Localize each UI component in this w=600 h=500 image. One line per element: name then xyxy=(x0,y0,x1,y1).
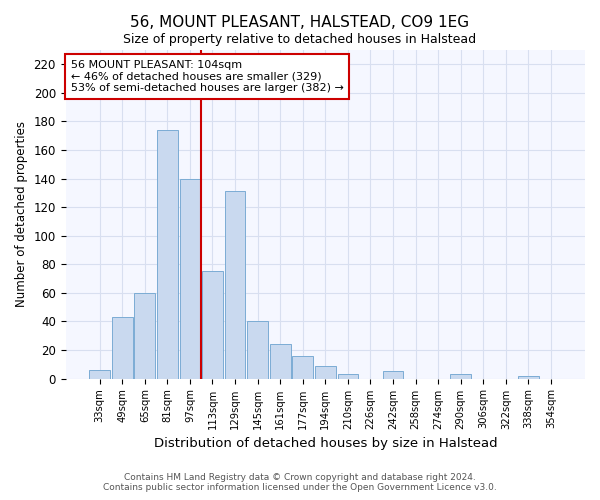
Bar xyxy=(383,372,403,378)
Bar xyxy=(224,192,245,378)
Text: 56, MOUNT PLEASANT, HALSTEAD, CO9 1EG: 56, MOUNT PLEASANT, HALSTEAD, CO9 1EG xyxy=(130,15,470,30)
Bar xyxy=(202,272,223,378)
Text: Size of property relative to detached houses in Halstead: Size of property relative to detached ho… xyxy=(124,32,476,46)
Bar xyxy=(89,370,110,378)
Bar xyxy=(157,130,178,378)
Bar xyxy=(451,374,471,378)
Bar xyxy=(247,322,268,378)
X-axis label: Distribution of detached houses by size in Halstead: Distribution of detached houses by size … xyxy=(154,437,497,450)
Bar xyxy=(518,376,539,378)
Bar xyxy=(338,374,358,378)
Bar xyxy=(292,356,313,378)
Y-axis label: Number of detached properties: Number of detached properties xyxy=(15,122,28,308)
Bar xyxy=(270,344,290,378)
Text: 56 MOUNT PLEASANT: 104sqm
← 46% of detached houses are smaller (329)
53% of semi: 56 MOUNT PLEASANT: 104sqm ← 46% of detac… xyxy=(71,60,344,93)
Text: Contains HM Land Registry data © Crown copyright and database right 2024.
Contai: Contains HM Land Registry data © Crown c… xyxy=(103,473,497,492)
Bar xyxy=(315,366,336,378)
Bar xyxy=(134,293,155,378)
Bar xyxy=(179,178,200,378)
Bar xyxy=(112,317,133,378)
